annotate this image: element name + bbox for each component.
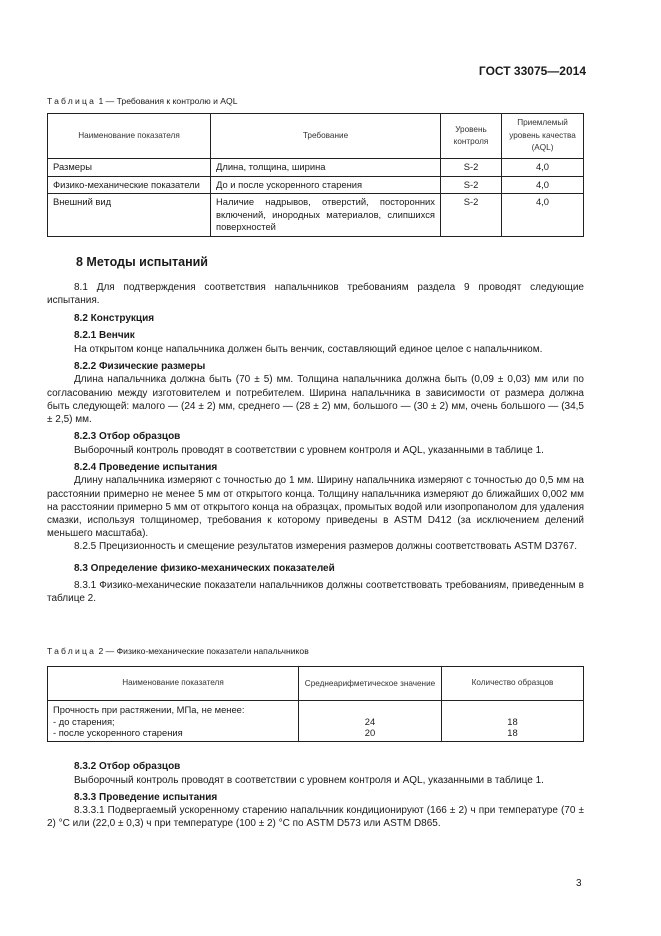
table-cell: 4,0 <box>501 193 584 237</box>
subsection-heading: 8.2.3 Отбор образцов <box>74 431 181 443</box>
table-cell: S-2 <box>440 158 502 177</box>
table2-header: Среднеарифметическое значение <box>298 666 442 701</box>
table-cell: S-2 <box>440 193 502 237</box>
table2-caption: Таблица 2 — Физико-механические показате… <box>47 646 309 656</box>
paragraph: Выборочный контроль проводят в соответст… <box>74 774 544 786</box>
subsection-heading: 8.2.4 Проведение испытания <box>74 461 218 473</box>
page-number: 3 <box>576 878 582 889</box>
table-cell: Наличие надрывов, отверстий, посторонних… <box>210 193 441 237</box>
table-cell: 4,0 <box>501 175 584 194</box>
table1-header: Наименование показателя <box>47 113 211 159</box>
table1-header: Уровень контроля <box>440 113 502 159</box>
value: 24 <box>364 715 376 727</box>
table2-header: Количество образцов <box>441 666 584 701</box>
value: 20 <box>364 727 376 738</box>
table-cell: 24 20 <box>298 700 442 742</box>
section-8-part1: 8 Методы испытаний 8.1 Для подтверждения… <box>47 255 584 605</box>
row-label: - после ускоренного старения <box>53 727 183 738</box>
table-cell: Физико-механические показатели <box>47 175 211 194</box>
subsection-heading: 8.3 Определение физико-механических пока… <box>74 562 335 574</box>
table1-caption: Таблица 1 — Требования к контролю и AQL <box>47 96 238 106</box>
table-row: Прочность при растяжении, МПа, не менее:… <box>47 700 584 742</box>
table-row: Размеры Длина, толщина, ширина S-2 4,0 <box>47 158 584 177</box>
row-group-label: Прочность при растяжении, МПа, не менее: <box>53 704 245 715</box>
subsection-heading: 8.3.3 Проведение испытания <box>74 791 218 803</box>
section-8-part2: 8.3.2 Отбор образцов Выборочный контроль… <box>47 756 584 831</box>
paragraph: 8.3.1 Физико-механические показатели нап… <box>47 580 584 605</box>
paragraph: Длину напальчника измеряют с точностью д… <box>47 475 584 540</box>
paragraph: 8.1 Для подтверждения соответствия напал… <box>47 282 584 307</box>
table2: Наименование показателя Среднеарифметиче… <box>47 666 584 742</box>
table-cell: S-2 <box>440 175 502 194</box>
paragraph: 8.3.3.1 Подвергаемый ускоренному старени… <box>47 805 584 830</box>
table1: Наименование показателя Требование Урове… <box>47 113 584 237</box>
subsection-heading: 8.2.1 Венчик <box>74 330 135 342</box>
table-cell: Прочность при растяжении, МПа, не менее:… <box>47 700 299 742</box>
subsection-heading: 8.3.2 Отбор образцов <box>74 761 181 772</box>
table-cell: Размеры <box>47 158 211 177</box>
table1-header: Требование <box>210 113 441 159</box>
document-code: ГОСТ 33075—2014 <box>478 64 586 78</box>
table-cell: Длина, толщина, ширина <box>210 158 441 177</box>
table2-header: Наименование показателя <box>47 666 299 701</box>
table-cell: 4,0 <box>501 158 584 177</box>
paragraph: 8.2.5 Прецизионность и смещение результа… <box>74 541 578 553</box>
row-label: - до старения; <box>53 715 115 727</box>
table-row: Внешний вид Наличие надрывов, отверстий,… <box>47 193 584 237</box>
table1-header: Приемлемый уровень качества (AQL) <box>501 113 584 159</box>
value: 18 <box>507 715 518 727</box>
table-cell: 18 18 <box>441 700 584 742</box>
table-cell: До и после ускоренного старения <box>210 175 441 194</box>
table-row: Физико-механические показатели До и посл… <box>47 175 584 194</box>
paragraph: Выборочный контроль проводят в соответст… <box>74 444 544 456</box>
subsection-heading: 8.2.2 Физические размеры <box>74 360 206 372</box>
paragraph: На открытом конце напальчника должен быт… <box>74 343 543 355</box>
paragraph: Длина напальчника должна быть (70 ± 5) м… <box>47 374 584 425</box>
table-cell: Внешний вид <box>47 193 211 237</box>
value: 18 <box>507 727 518 738</box>
section-title: 8 Методы испытаний <box>76 255 208 269</box>
subsection-heading: 8.2 Конструкция <box>74 312 155 324</box>
